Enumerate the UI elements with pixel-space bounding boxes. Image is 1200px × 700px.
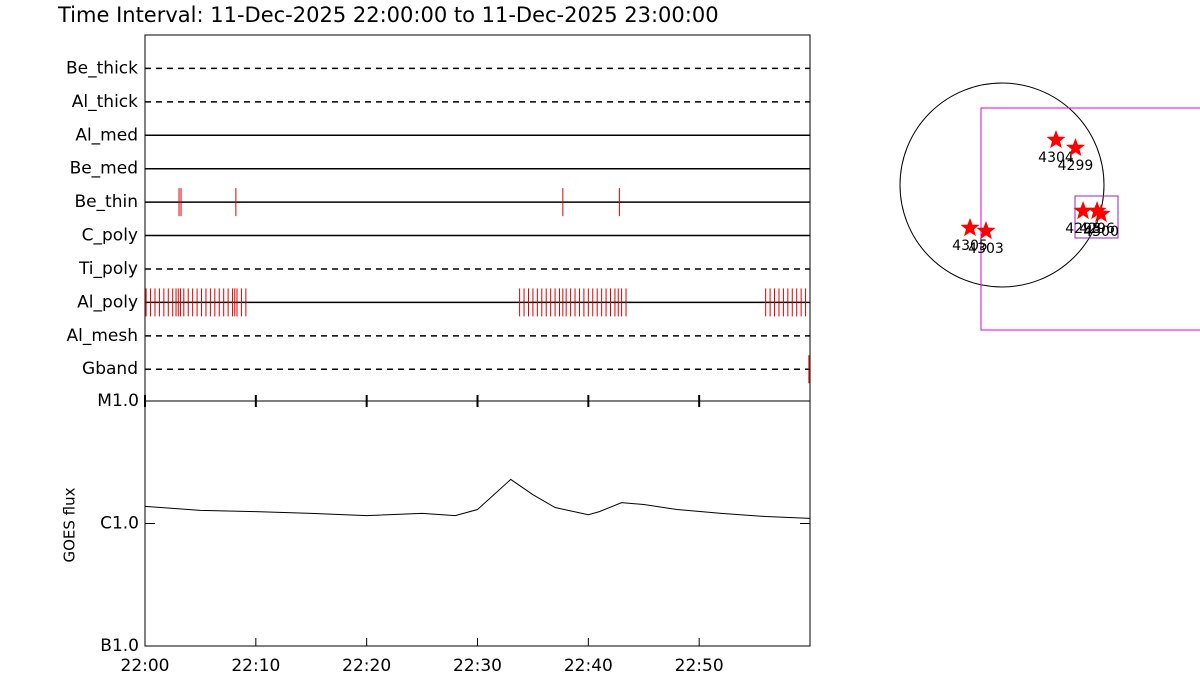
filter-label: Be_thin (74, 192, 138, 212)
filter-label: Al_med (75, 125, 138, 145)
filter-label: Al_poly (77, 292, 138, 312)
y-tick-label: C1.0 (100, 514, 139, 534)
x-tick-label: 22:40 (564, 656, 613, 676)
y-tick-label: M1.0 (97, 391, 139, 411)
x-tick-label: 22:10 (231, 656, 280, 676)
region-label: 4304 (1038, 150, 1074, 166)
region-star (1087, 201, 1107, 220)
region-label: 4300 (1083, 224, 1119, 240)
x-tick-label: 22:50 (675, 656, 724, 676)
filter-label: Gband (82, 359, 138, 379)
region-star (976, 221, 996, 240)
region-label: 4298 (1065, 221, 1101, 237)
region-label: 4296 (1079, 221, 1115, 237)
filter-label: Al_mesh (66, 326, 138, 346)
x-tick-label: 22:00 (121, 656, 170, 676)
region-label: 4299 (1058, 158, 1094, 174)
goes-frame (144, 400, 811, 647)
solar-disk (899, 82, 1105, 288)
x-tick-label: 22:30 (453, 656, 502, 676)
y-tick-label: B1.0 (100, 636, 139, 656)
region-star (1046, 130, 1066, 149)
region-star (1073, 201, 1093, 220)
y-axis-label: GOES flux (61, 487, 79, 562)
region-star (960, 218, 980, 237)
fov-box-small (1074, 195, 1119, 239)
filter-label: Al_thick (72, 92, 138, 112)
filter-frame (144, 34, 811, 402)
x-tick-label: 22:20 (342, 656, 391, 676)
region-star (1066, 138, 1085, 157)
filter-label: Ti_poly (78, 259, 138, 279)
filter-label: Be_thick (66, 58, 138, 78)
region-star (1091, 204, 1111, 223)
region-label: 4303 (968, 241, 1004, 257)
fov-box (980, 107, 1200, 331)
filter-label: C_poly (82, 226, 138, 246)
flux-line (144, 478, 811, 519)
region-label: 4305 (952, 238, 988, 254)
chart-title: Time Interval: 11-Dec-2025 22:00:00 to 1… (57, 3, 719, 27)
filter-label: Be_med (70, 159, 138, 179)
